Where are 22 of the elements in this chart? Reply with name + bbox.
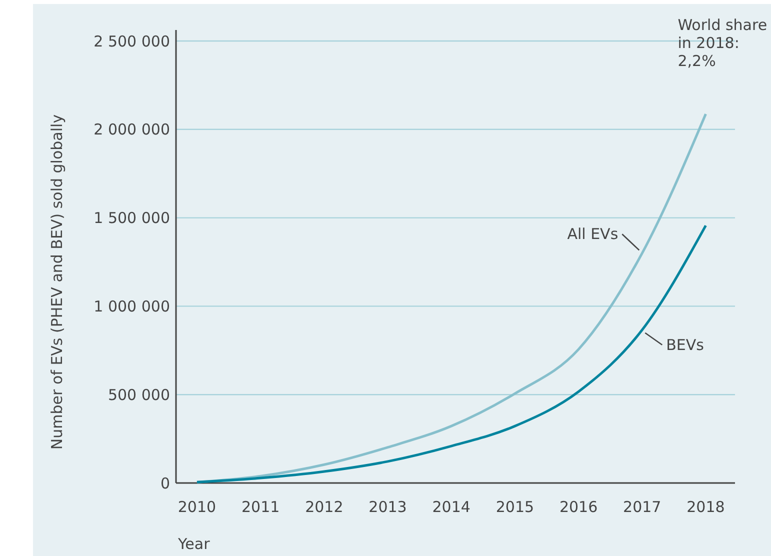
y-tick-label: 0 <box>160 474 170 492</box>
x-tick-label: 2014 <box>432 498 470 516</box>
x-tick-label: 2013 <box>368 498 407 516</box>
y-tick-label: 1 000 000 <box>94 297 170 316</box>
x-tick-label: 2017 <box>623 498 662 516</box>
x-tick-label: 2012 <box>305 498 344 516</box>
y-tick-label: 2 500 000 <box>94 32 170 50</box>
line-series <box>196 112 707 484</box>
x-axis-title: Year <box>177 535 211 553</box>
y-tick-label: 500 000 <box>108 386 170 404</box>
y-tick-label: 1 500 000 <box>94 209 170 228</box>
y-axis-title: Number of EVs (PHEV and BEV) sold globally <box>48 114 66 450</box>
x-tick-label: 2016 <box>559 498 598 516</box>
x-tick-label: 2018 <box>686 498 725 516</box>
series-label: All EVs <box>567 225 618 244</box>
line-series <box>196 224 707 484</box>
annotation: World share in 2018: 2,2% <box>678 16 768 70</box>
x-tick-label: 2010 <box>178 498 216 516</box>
x-tick-label: 2011 <box>241 498 280 516</box>
y-tick-label: 2 000 000 <box>94 120 170 139</box>
series-label: BEVs <box>666 336 704 354</box>
x-tick-label: 2015 <box>496 498 534 516</box>
